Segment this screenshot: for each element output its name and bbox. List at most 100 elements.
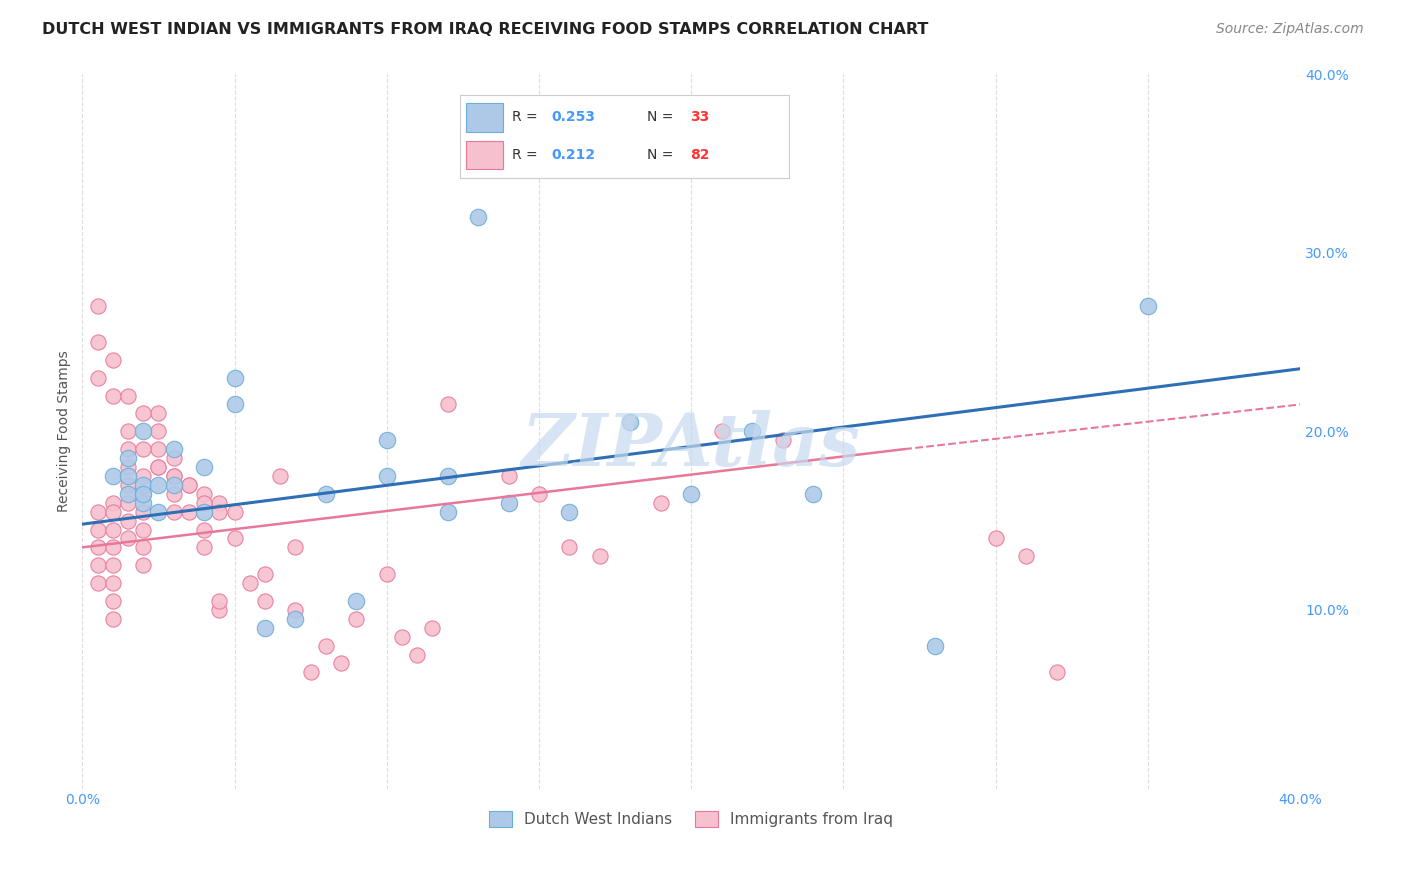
Point bbox=[498, 496, 520, 510]
Point bbox=[391, 630, 413, 644]
Point bbox=[406, 648, 429, 662]
Point bbox=[117, 514, 139, 528]
Point bbox=[132, 469, 155, 483]
Point bbox=[375, 469, 398, 483]
Point bbox=[101, 558, 124, 573]
Point bbox=[132, 424, 155, 438]
Point bbox=[801, 487, 824, 501]
Point bbox=[193, 541, 215, 555]
Point bbox=[436, 505, 458, 519]
Point bbox=[193, 505, 215, 519]
Point bbox=[193, 487, 215, 501]
Point bbox=[208, 603, 231, 617]
Point bbox=[177, 505, 200, 519]
Legend: Dutch West Indians, Immigrants from Iraq: Dutch West Indians, Immigrants from Iraq bbox=[481, 803, 901, 835]
Point bbox=[101, 594, 124, 608]
Point bbox=[117, 442, 139, 457]
Text: DUTCH WEST INDIAN VS IMMIGRANTS FROM IRAQ RECEIVING FOOD STAMPS CORRELATION CHAR: DUTCH WEST INDIAN VS IMMIGRANTS FROM IRA… bbox=[42, 22, 928, 37]
Point bbox=[162, 469, 184, 483]
Point bbox=[86, 576, 108, 591]
Point bbox=[132, 478, 155, 492]
Point bbox=[1015, 549, 1038, 564]
Point bbox=[132, 496, 155, 510]
Point bbox=[650, 496, 672, 510]
Point bbox=[101, 388, 124, 402]
Point bbox=[86, 523, 108, 537]
Point bbox=[101, 541, 124, 555]
Point bbox=[101, 469, 124, 483]
Point bbox=[498, 469, 520, 483]
Point bbox=[344, 612, 367, 626]
Point bbox=[117, 496, 139, 510]
Point bbox=[527, 487, 550, 501]
Point bbox=[148, 460, 170, 475]
Point bbox=[924, 639, 946, 653]
Point bbox=[132, 442, 155, 457]
Point bbox=[86, 299, 108, 313]
Point bbox=[101, 576, 124, 591]
Point bbox=[224, 370, 246, 384]
Point bbox=[132, 487, 155, 501]
Point bbox=[224, 397, 246, 411]
Point bbox=[239, 576, 262, 591]
Point bbox=[436, 397, 458, 411]
Point bbox=[148, 460, 170, 475]
Point bbox=[193, 496, 215, 510]
Point bbox=[177, 478, 200, 492]
Point bbox=[253, 594, 276, 608]
Point bbox=[86, 505, 108, 519]
Point bbox=[117, 487, 139, 501]
Point bbox=[1136, 299, 1159, 313]
Point bbox=[330, 657, 353, 671]
Point bbox=[101, 523, 124, 537]
Point bbox=[269, 469, 291, 483]
Point bbox=[315, 487, 337, 501]
Point bbox=[117, 424, 139, 438]
Point bbox=[284, 612, 307, 626]
Point bbox=[162, 505, 184, 519]
Point bbox=[375, 434, 398, 448]
Point bbox=[224, 532, 246, 546]
Point bbox=[117, 460, 139, 475]
Text: Source: ZipAtlas.com: Source: ZipAtlas.com bbox=[1216, 22, 1364, 37]
Point bbox=[86, 541, 108, 555]
Point bbox=[467, 210, 489, 224]
Point bbox=[984, 532, 1007, 546]
Point bbox=[162, 487, 184, 501]
Point bbox=[558, 505, 581, 519]
Point bbox=[224, 505, 246, 519]
Point bbox=[284, 603, 307, 617]
Point bbox=[101, 496, 124, 510]
Point bbox=[162, 442, 184, 457]
Point bbox=[117, 478, 139, 492]
Point bbox=[422, 621, 444, 635]
Point bbox=[253, 621, 276, 635]
Point bbox=[208, 594, 231, 608]
Point bbox=[117, 451, 139, 466]
Point bbox=[1045, 665, 1067, 680]
Point bbox=[162, 478, 184, 492]
Point bbox=[86, 334, 108, 349]
Point bbox=[148, 406, 170, 420]
Y-axis label: Receiving Food Stamps: Receiving Food Stamps bbox=[58, 351, 72, 512]
Point bbox=[162, 469, 184, 483]
Point bbox=[193, 523, 215, 537]
Point bbox=[681, 487, 703, 501]
Point bbox=[315, 639, 337, 653]
Point bbox=[253, 567, 276, 582]
Point bbox=[86, 370, 108, 384]
Point bbox=[299, 665, 322, 680]
Point bbox=[86, 558, 108, 573]
Point bbox=[117, 388, 139, 402]
Point bbox=[148, 424, 170, 438]
Point bbox=[132, 487, 155, 501]
Point bbox=[284, 541, 307, 555]
Point bbox=[589, 549, 612, 564]
Point bbox=[436, 469, 458, 483]
Point bbox=[375, 567, 398, 582]
Point bbox=[619, 415, 641, 429]
Point bbox=[710, 424, 733, 438]
Point bbox=[148, 478, 170, 492]
Point bbox=[132, 558, 155, 573]
Point bbox=[132, 505, 155, 519]
